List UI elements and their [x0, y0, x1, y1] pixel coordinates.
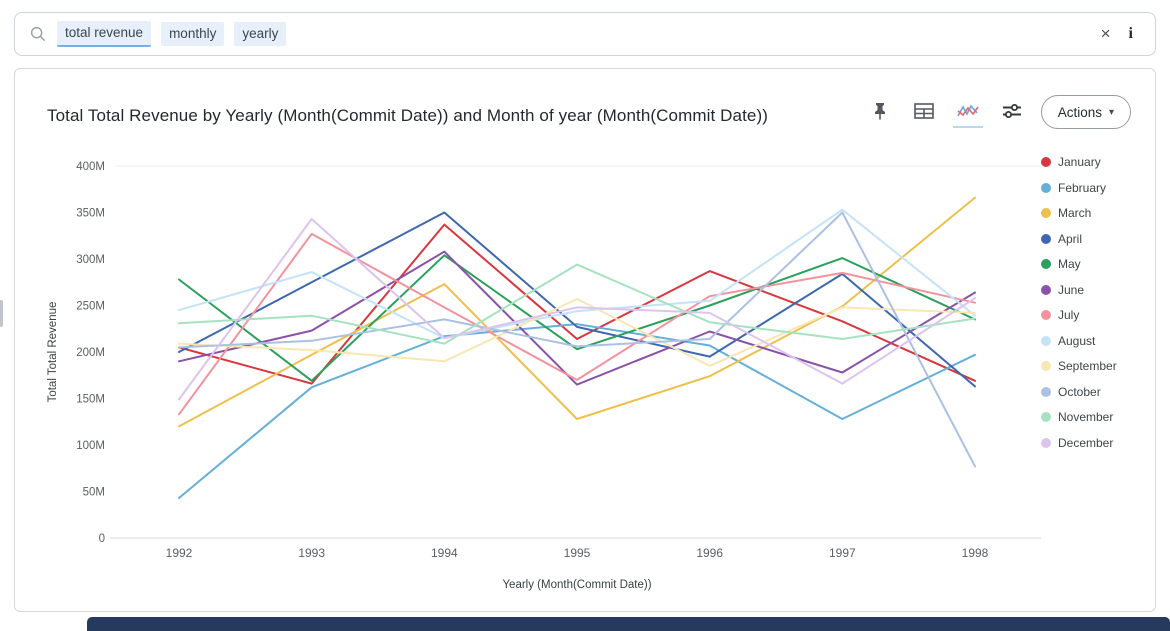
- legend-swatch-july: [1041, 310, 1051, 320]
- legend-item-january[interactable]: January: [1041, 155, 1117, 169]
- legend-swatch-march: [1041, 208, 1051, 218]
- panel-resize-handle[interactable]: [0, 300, 3, 327]
- legend-label: April: [1058, 231, 1083, 246]
- legend-item-august[interactable]: August: [1041, 334, 1117, 348]
- y-tick-label: 150M: [76, 394, 105, 406]
- legend-item-march[interactable]: March: [1041, 206, 1117, 220]
- chart-view-button[interactable]: [952, 96, 983, 128]
- info-icon[interactable]: i: [1128, 25, 1133, 42]
- table-view-button[interactable]: [909, 96, 939, 128]
- series-line-july[interactable]: [178, 232, 976, 416]
- legend-swatch-january: [1041, 157, 1051, 167]
- legend-item-may[interactable]: May: [1041, 257, 1117, 271]
- legend-label: March: [1058, 206, 1092, 220]
- legend-swatch-may: [1041, 259, 1051, 269]
- x-tick-label: 1994: [431, 546, 458, 560]
- chevron-down-icon: ▾: [1108, 106, 1114, 118]
- chart-title: Total Total Revenue by Yearly (Month(Com…: [47, 106, 768, 125]
- legend-swatch-november: [1041, 412, 1051, 422]
- legend-label: December: [1058, 435, 1114, 450]
- legend-item-june[interactable]: June: [1041, 283, 1117, 297]
- legend-label: September: [1058, 359, 1117, 373]
- settings-sliders-icon: [1002, 104, 1021, 118]
- clear-search-icon[interactable]: ×: [1100, 24, 1111, 43]
- y-tick-label: 200M: [76, 347, 105, 359]
- legend-label: October: [1058, 384, 1101, 399]
- x-axis-title: Yearly (Month(Commit Date)): [502, 579, 651, 591]
- chart-legend: January February March April May June July Augu…: [1041, 155, 1117, 450]
- legend-swatch-august: [1041, 335, 1051, 346]
- series-line-august[interactable]: [178, 208, 976, 340]
- y-tick-label: 400M: [76, 161, 105, 173]
- series-line-september[interactable]: [178, 298, 976, 367]
- y-tick-label: 300M: [76, 254, 105, 266]
- legend-swatch-october: [1041, 386, 1051, 397]
- settings-button[interactable]: [997, 96, 1027, 128]
- y-tick-label: 350M: [76, 208, 105, 220]
- legend-item-july[interactable]: July: [1041, 308, 1117, 322]
- x-tick-label: 1997: [829, 546, 856, 560]
- legend-swatch-september: [1041, 361, 1051, 371]
- legend-swatch-april: [1041, 233, 1051, 244]
- series-line-december[interactable]: [178, 218, 976, 401]
- y-tick-label: 0: [99, 533, 105, 545]
- line-chart-icon: [956, 104, 979, 117]
- legend-label: February: [1058, 180, 1107, 195]
- legend-item-april[interactable]: April: [1041, 232, 1117, 246]
- legend-label: November: [1058, 410, 1114, 424]
- next-card-edge: [87, 617, 1170, 631]
- x-tick-label: 1993: [298, 546, 325, 560]
- chart-card: Total Total Revenue by Yearly (Month(Com…: [14, 68, 1156, 612]
- legend-label: June: [1058, 282, 1085, 297]
- legend-item-december[interactable]: December: [1041, 436, 1117, 450]
- search-token-list: total revenue monthly yearly: [57, 21, 1091, 47]
- x-tick-label: 1998: [962, 546, 989, 560]
- pin-button[interactable]: [865, 96, 895, 128]
- legend-label: July: [1058, 308, 1080, 322]
- search-token-total-revenue[interactable]: total revenue: [57, 21, 152, 47]
- legend-item-september[interactable]: September: [1041, 359, 1117, 373]
- legend-item-november[interactable]: November: [1041, 410, 1117, 424]
- series-line-november[interactable]: [178, 263, 976, 345]
- y-axis-title: Total Total Revenue: [47, 302, 59, 403]
- legend-item-october[interactable]: October: [1041, 385, 1117, 399]
- series-line-january[interactable]: [178, 223, 976, 385]
- actions-button[interactable]: Actions ▾: [1040, 95, 1131, 129]
- legend-swatch-february: [1041, 182, 1051, 193]
- legend-swatch-june: [1041, 284, 1051, 295]
- legend-swatch-december: [1041, 437, 1051, 448]
- search-icon: [30, 26, 46, 42]
- search-bar[interactable]: total revenue monthly yearly × i: [14, 12, 1156, 56]
- legend-label: January: [1058, 155, 1101, 169]
- chart-card-header: Total Total Revenue by Yearly (Month(Com…: [15, 69, 1155, 129]
- series-line-february[interactable]: [178, 323, 976, 499]
- search-token-monthly[interactable]: monthly: [161, 22, 225, 46]
- series-line-may[interactable]: [178, 254, 976, 382]
- search-token-yearly[interactable]: yearly: [234, 22, 287, 46]
- x-tick-label: 1992: [166, 546, 193, 560]
- pin-icon: [874, 103, 885, 120]
- y-tick-label: 50M: [83, 487, 105, 499]
- series-line-october[interactable]: [178, 211, 976, 468]
- x-tick-label: 1995: [564, 546, 591, 560]
- x-tick-label: 1996: [696, 546, 723, 560]
- y-tick-label: 250M: [76, 301, 105, 313]
- chart-toolbar: Actions ▾: [865, 95, 1131, 129]
- series-line-june[interactable]: [178, 250, 976, 386]
- legend-label: August: [1058, 333, 1096, 348]
- line-chart[interactable]: 0 50M 100M 150M 200M 250M 300M 350M 400M 1992 1993…: [15, 69, 1157, 613]
- y-tick-label: 100M: [76, 440, 105, 452]
- actions-button-label: Actions: [1057, 104, 1102, 120]
- legend-item-february[interactable]: February: [1041, 181, 1117, 195]
- table-icon: [913, 103, 934, 119]
- legend-label: May: [1058, 257, 1081, 271]
